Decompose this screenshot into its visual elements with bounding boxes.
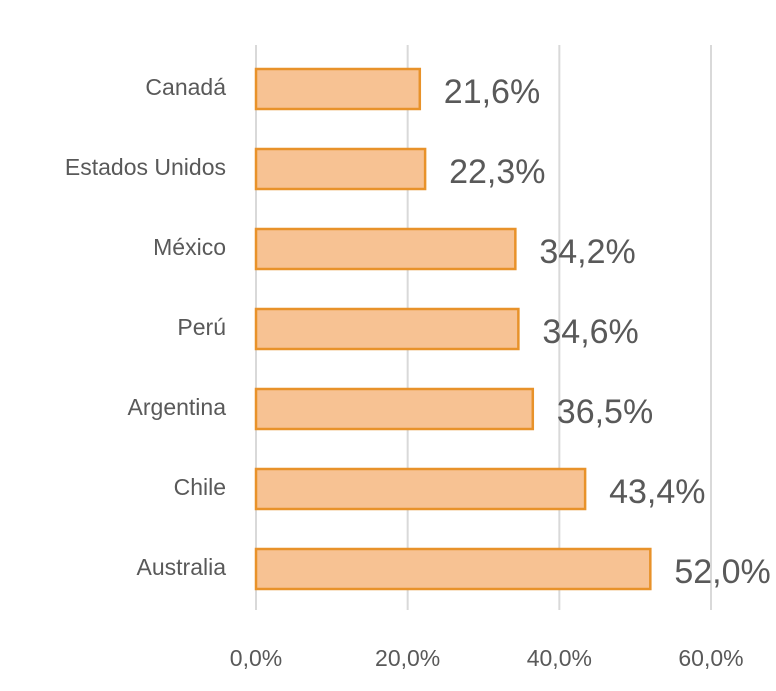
bar	[254, 547, 652, 591]
y-tick-label: Estados Unidos	[65, 154, 226, 180]
y-tick-label: Chile	[174, 474, 226, 500]
y-tick-label: Perú	[177, 314, 226, 340]
value-label: 52,0%	[674, 553, 770, 591]
value-label: 21,6%	[444, 73, 540, 111]
y-tick-label: México	[153, 234, 226, 260]
value-label: 34,6%	[542, 313, 638, 351]
bar	[254, 147, 427, 191]
x-tick-label: 60,0%	[678, 645, 743, 671]
x-tick-label: 40,0%	[527, 645, 592, 671]
x-tick-label: 0,0%	[230, 645, 282, 671]
value-label: 34,2%	[539, 233, 635, 271]
bar	[254, 307, 520, 351]
y-tick-label: Argentina	[128, 394, 227, 420]
bar	[254, 67, 422, 111]
value-label: 43,4%	[609, 473, 705, 511]
x-tick-label: 20,0%	[375, 645, 440, 671]
bar	[254, 467, 587, 511]
bar	[254, 387, 535, 431]
bar	[254, 227, 517, 271]
y-tick-label: Australia	[137, 554, 227, 580]
value-label: 22,3%	[449, 153, 545, 191]
value-label: 36,5%	[557, 393, 653, 431]
y-tick-label: Canadá	[145, 74, 226, 100]
